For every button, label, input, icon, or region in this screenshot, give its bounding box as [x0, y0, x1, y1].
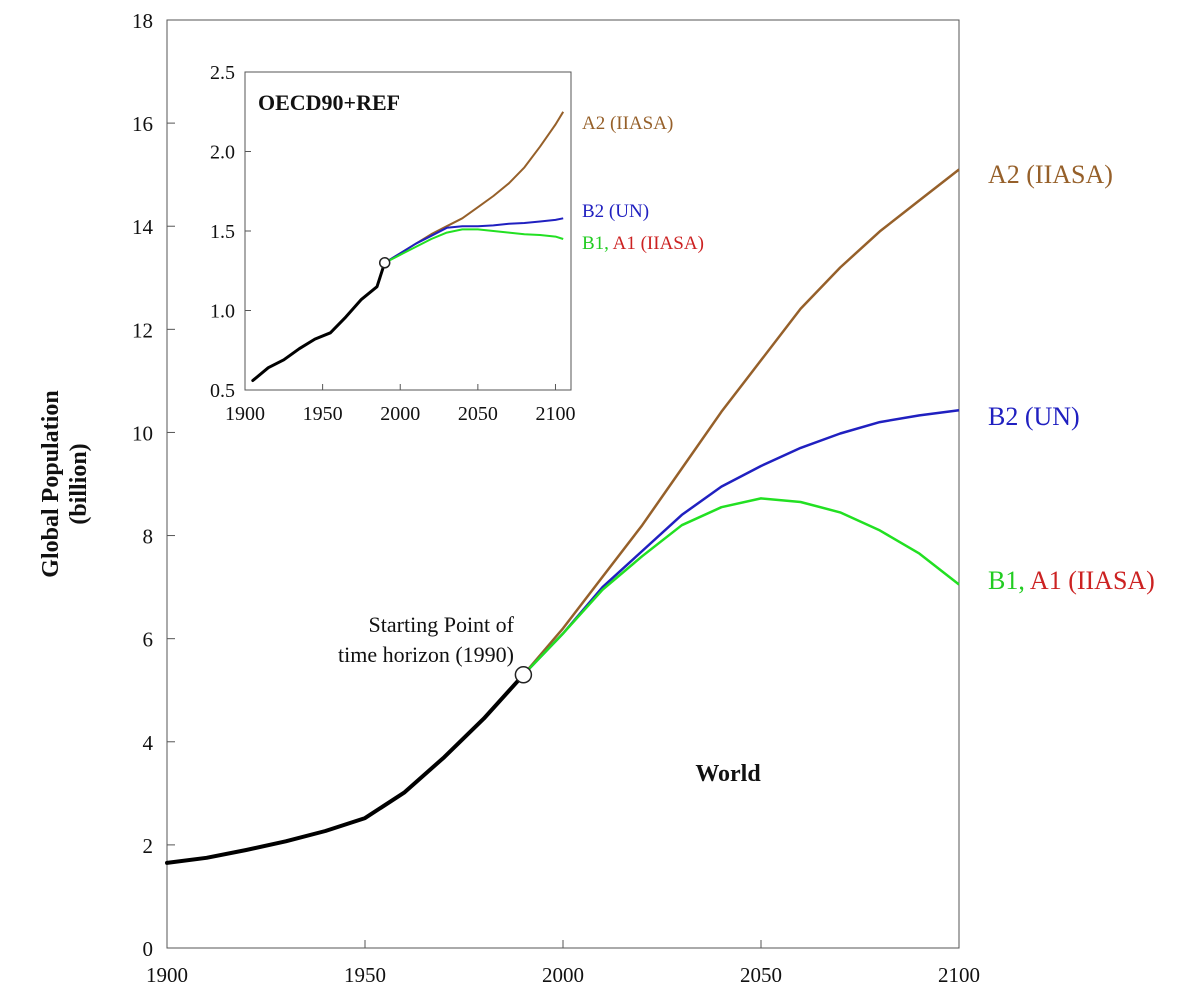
- starting-point-annotation-line1: Starting Point of: [369, 612, 515, 637]
- main-series-line: [522, 409, 960, 676]
- inset-series-label: B1, A1 (IIASA): [582, 233, 704, 254]
- main-series-label: A2 (IIASA): [988, 160, 1113, 189]
- inset-x-tick-label: 2100: [535, 403, 575, 425]
- main-x-tick-label: 1900: [146, 963, 188, 987]
- inset-start-point-marker: [378, 257, 391, 269]
- main-y-axis-label-line2: (billion): [66, 443, 92, 524]
- inset-y-tick-label: 2.5: [210, 62, 235, 84]
- main-y-tick-label: 10: [132, 421, 153, 445]
- main-y-tick-label: 16: [132, 112, 153, 136]
- world-region-label: World: [695, 761, 761, 787]
- inset-y-tick-label: 1.5: [210, 221, 235, 243]
- main-x-tick-label: 2100: [938, 963, 980, 987]
- main-x-tick-label: 1950: [344, 963, 386, 987]
- inset-plot-frame: [244, 71, 572, 391]
- main-x-tick-label: 2050: [740, 963, 782, 987]
- main-axis-ticks: 1900 1950 2000 2050 2100 0 2 4 6 8 10 12 14 16 18: [132, 9, 980, 987]
- inset-series-line: [384, 217, 564, 264]
- main-y-tick-label: 6: [143, 628, 154, 652]
- inset-x-tick-label: 2050: [458, 403, 498, 425]
- main-y-tick-label: 8: [143, 525, 154, 549]
- main-series-line: [522, 497, 960, 676]
- inset-historical-line: [251, 261, 387, 382]
- main-y-tick-label: 4: [143, 731, 154, 755]
- starting-point-annotation-line2: time horizon (1990): [338, 642, 514, 667]
- inset-series-label: B2 (UN): [582, 201, 649, 222]
- main-chart: 1900 1950 2000 2050 2100 0 2 4 6 8 10 12 14 16 18 Glob…: [38, 9, 1155, 987]
- main-y-tick-label: 2: [143, 834, 154, 858]
- main-y-axis-label-line1: Global Population: [38, 390, 64, 577]
- inset-y-tick-label: 0.5: [210, 380, 235, 402]
- inset-x-tick-label: 1900: [225, 403, 265, 425]
- inset-series-lines: [251, 111, 565, 382]
- inset-axis-ticks: 1900 1950 2000 2050 2100 0.5 1.0 1.5 2.0 2.5: [210, 62, 575, 425]
- inset-series-labels: A2 (IIASA) B2 (UN) B1, A1 (IIASA): [582, 113, 704, 254]
- main-series-label: B2 (UN): [988, 402, 1080, 431]
- main-series-label: B1, A1 (IIASA): [988, 566, 1155, 595]
- main-y-tick-label: 0: [143, 937, 154, 961]
- main-y-tick-label: 12: [132, 318, 153, 342]
- main-start-point-marker: [514, 666, 533, 684]
- main-historical-line: [165, 672, 526, 865]
- inset-y-tick-label: 1.0: [210, 301, 235, 323]
- main-x-tick-label: 2000: [542, 963, 584, 987]
- inset-series-label: A2 (IIASA): [582, 113, 673, 134]
- main-series-lines: [165, 168, 960, 865]
- inset-chart: 1900 1950 2000 2050 2100 0.5 1.0 1.5 2.0 2.5 OECD…: [210, 62, 704, 425]
- main-y-tick-label: 18: [132, 9, 153, 33]
- inset-x-tick-label: 1950: [303, 403, 343, 425]
- main-y-tick-label: 14: [132, 215, 154, 239]
- inset-series-line: [384, 228, 564, 264]
- inset-y-tick-label: 2.0: [210, 142, 235, 164]
- main-series-labels: A2 (IIASA) B2 (UN) B1, A1 (IIASA): [988, 160, 1155, 595]
- inset-x-tick-label: 2000: [380, 403, 420, 425]
- main-series-line: [522, 168, 960, 676]
- inset-title: OECD90+REF: [258, 90, 400, 115]
